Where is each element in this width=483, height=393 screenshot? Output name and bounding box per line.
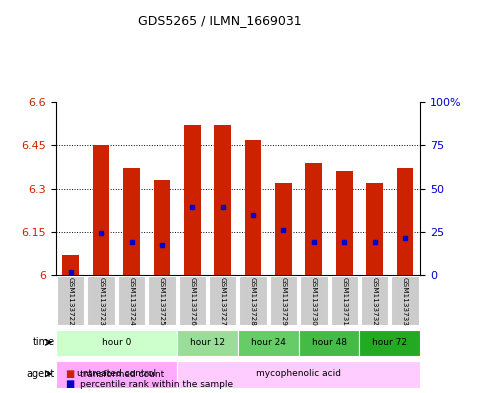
Text: GSM1133730: GSM1133730 (311, 277, 317, 325)
Bar (214, 125, 231, 275)
FancyBboxPatch shape (300, 276, 327, 325)
Bar (123, 169, 140, 275)
Text: GSM1133733: GSM1133733 (402, 277, 408, 325)
Text: GSM1133727: GSM1133727 (220, 277, 226, 325)
FancyBboxPatch shape (359, 330, 420, 356)
FancyBboxPatch shape (361, 276, 388, 325)
FancyBboxPatch shape (209, 276, 236, 325)
Text: GSM1133725: GSM1133725 (159, 277, 165, 325)
Bar (275, 183, 292, 275)
Text: mycophenolic acid: mycophenolic acid (256, 369, 341, 378)
Text: transformed count: transformed count (80, 370, 164, 378)
Text: untreated control: untreated control (77, 369, 156, 378)
Text: GSM1133724: GSM1133724 (128, 277, 135, 325)
FancyBboxPatch shape (57, 276, 85, 325)
Text: hour 12: hour 12 (190, 338, 225, 347)
Text: hour 72: hour 72 (372, 338, 407, 347)
FancyBboxPatch shape (118, 276, 145, 325)
Bar (366, 183, 383, 275)
Bar (305, 163, 322, 275)
FancyBboxPatch shape (177, 361, 420, 387)
Text: GSM1133731: GSM1133731 (341, 277, 347, 325)
Bar (397, 169, 413, 275)
Text: GSM1133726: GSM1133726 (189, 277, 195, 325)
FancyBboxPatch shape (177, 330, 238, 356)
FancyBboxPatch shape (240, 276, 267, 325)
Bar (62, 255, 79, 275)
FancyBboxPatch shape (270, 276, 297, 325)
Text: hour 0: hour 0 (101, 338, 131, 347)
FancyBboxPatch shape (87, 276, 115, 325)
Text: ■: ■ (65, 369, 74, 379)
FancyBboxPatch shape (56, 330, 177, 356)
Bar (93, 145, 110, 275)
FancyBboxPatch shape (179, 276, 206, 325)
Text: GSM1133728: GSM1133728 (250, 277, 256, 325)
FancyBboxPatch shape (238, 330, 298, 356)
Text: GSM1133732: GSM1133732 (371, 277, 378, 325)
FancyBboxPatch shape (330, 276, 358, 325)
FancyBboxPatch shape (298, 330, 359, 356)
Bar (154, 180, 170, 275)
Text: GSM1133729: GSM1133729 (281, 277, 286, 325)
Bar (245, 140, 261, 275)
Text: percentile rank within the sample: percentile rank within the sample (80, 380, 233, 389)
Text: agent: agent (27, 369, 55, 379)
Text: hour 24: hour 24 (251, 338, 286, 347)
Bar (184, 125, 200, 275)
Text: ■: ■ (65, 379, 74, 389)
FancyBboxPatch shape (148, 276, 176, 325)
Text: time: time (33, 337, 55, 347)
FancyBboxPatch shape (391, 276, 419, 325)
Text: GSM1133723: GSM1133723 (98, 277, 104, 325)
FancyBboxPatch shape (56, 361, 177, 387)
Text: hour 48: hour 48 (312, 338, 346, 347)
Text: GDS5265 / ILMN_1669031: GDS5265 / ILMN_1669031 (138, 14, 301, 27)
Bar (336, 171, 353, 275)
Text: GSM1133722: GSM1133722 (68, 277, 74, 325)
